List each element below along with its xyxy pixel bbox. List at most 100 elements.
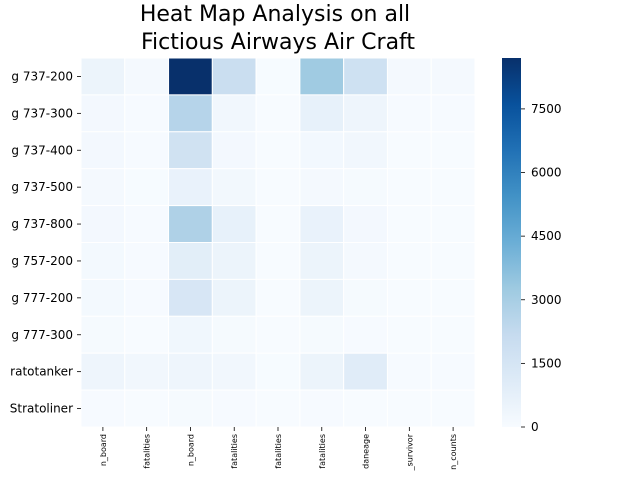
heatmap-cell-r2-c5	[299, 131, 345, 170]
heatmap-cell-r8-c6	[343, 352, 388, 391]
heatmap-cell-r0-c2	[168, 57, 213, 96]
heatmap-cell-r4-c4	[255, 205, 301, 244]
colorbar-ticks: 0 1500 3000 4500 6000 7500	[521, 102, 562, 434]
heatmap-cell-r7-c6	[343, 315, 388, 354]
heatmap-cell-r3-c1	[124, 168, 170, 207]
heatmap-cell-r6-c6	[343, 278, 388, 317]
heatmap-cell-r2-c2	[168, 131, 213, 170]
heatmap-cell-r5-c1	[124, 242, 170, 280]
chart-title-line-1: Heat Map Analysis on all	[140, 2, 410, 27]
heatmap-cell-r8-c3	[211, 352, 257, 391]
heatmap-cell-r3-c6	[343, 168, 388, 207]
row-label: g 737-500	[11, 180, 73, 194]
heatmap-cell-r8-c4	[255, 352, 301, 391]
heatmap-cell-r0-c4	[255, 57, 301, 96]
heatmap-cell-r5-c0	[80, 242, 126, 280]
heatmap-cells	[80, 57, 476, 428]
heatmap-cell-r7-c1	[124, 315, 170, 354]
heatmap-cell-r7-c0	[80, 315, 126, 354]
heatmap-cell-r7-c2	[168, 315, 213, 354]
heatmap-cell-r8-c7	[386, 352, 432, 391]
heatmap-cell-r7-c4	[255, 315, 301, 354]
heatmap-cell-r9-c1	[124, 389, 170, 428]
colorbar-tick-label: 7500	[531, 102, 562, 116]
heatmap-cell-r0-c7	[386, 57, 432, 96]
heatmap-cell-r2-c0	[80, 131, 126, 170]
heatmap-cell-r6-c8	[430, 278, 476, 317]
heatmap-cell-r5-c7	[386, 242, 432, 280]
heatmap-cell-r3-c4	[255, 168, 301, 207]
heatmap-cell-r4-c3	[211, 205, 257, 244]
heatmap-cell-r5-c2	[168, 242, 213, 280]
row-label: g 737-800	[11, 217, 73, 231]
heatmap-cell-r8-c1	[124, 352, 170, 391]
row-label: g 737-400	[11, 143, 73, 157]
column-label: n_board	[99, 434, 108, 466]
heatmap-cell-r7-c5	[299, 315, 345, 354]
column-label: _survivor	[405, 433, 414, 471]
heatmap-cell-r9-c0	[80, 389, 126, 428]
heatmap-cell-r2-c4	[255, 131, 301, 170]
column-label: fatalities	[230, 434, 239, 469]
heatmap-cell-r5-c6	[343, 242, 388, 280]
colorbar	[502, 58, 521, 427]
heatmap-cell-r6-c7	[386, 278, 432, 317]
heatmap-cell-r6-c5	[299, 278, 345, 317]
heatmap-cell-r9-c3	[211, 389, 257, 428]
colorbar-tick-label: 6000	[531, 166, 562, 180]
heatmap-cell-r4-c7	[386, 205, 432, 244]
heatmap-cell-r8-c5	[299, 352, 345, 391]
row-label: Stratoliner	[10, 402, 73, 416]
heatmap-cell-r1-c3	[211, 94, 257, 133]
heatmap-cell-r4-c0	[80, 205, 126, 244]
heatmap-cell-r2-c8	[430, 131, 476, 170]
heatmap-cell-r7-c3	[211, 315, 257, 354]
heatmap-cell-r5-c5	[299, 242, 345, 280]
heatmap-cell-r2-c7	[386, 131, 432, 170]
colorbar-tick-label: 4500	[531, 229, 562, 243]
heatmap-cell-r8-c2	[168, 352, 213, 391]
heatmap-cell-r2-c3	[211, 131, 257, 170]
heatmap-cell-r6-c2	[168, 278, 213, 317]
heatmap-cell-r9-c2	[168, 389, 213, 428]
column-label: fatalities	[318, 434, 327, 469]
heatmap-cell-r8-c8	[430, 352, 476, 391]
heatmap-cell-r7-c8	[430, 315, 476, 354]
heatmap-cell-r1-c5	[299, 94, 345, 133]
heatmap-cell-r4-c1	[124, 205, 170, 244]
heatmap-cell-r0-c5	[299, 57, 345, 96]
colorbar-tick-label: 1500	[531, 356, 562, 370]
heatmap-cell-r1-c2	[168, 94, 213, 133]
heatmap-cell-r0-c3	[211, 57, 257, 96]
heatmap-cell-r4-c8	[430, 205, 476, 244]
column-label: fatalities	[143, 434, 152, 469]
heatmap-cell-r3-c7	[386, 168, 432, 207]
heatmap-cell-r1-c8	[430, 94, 476, 133]
row-labels: g 737-200 g 737-300 g 737-400 g 737-500 g 73…	[10, 69, 81, 416]
column-label: n_board	[186, 434, 195, 466]
heatmap-cell-r6-c0	[80, 278, 126, 317]
heatmap-cell-r2-c1	[124, 131, 170, 170]
heatmap-cell-r1-c4	[255, 94, 301, 133]
heatmap-cell-r6-c4	[255, 278, 301, 317]
row-label: g 777-300	[11, 328, 73, 342]
heatmap-cell-r4-c6	[343, 205, 388, 244]
colorbar-tick-label: 0	[531, 420, 539, 434]
heatmap-cell-r9-c6	[343, 389, 388, 428]
column-label: fatalities	[274, 434, 283, 469]
heatmap-cell-r9-c7	[386, 389, 432, 428]
heatmap-cell-r1-c7	[386, 94, 432, 133]
heatmap-cell-r0-c1	[124, 57, 170, 96]
heatmap-cell-r3-c0	[80, 168, 126, 207]
column-label: daneage	[362, 434, 371, 469]
heatmap-cell-r4-c5	[299, 205, 345, 244]
row-label: g 777-200	[11, 291, 73, 305]
row-label: g 737-200	[11, 69, 73, 83]
column-label: n_counts	[449, 434, 458, 470]
heatmap-cell-r1-c0	[80, 94, 126, 133]
heatmap-cell-r5-c3	[211, 242, 257, 280]
heatmap-cell-r0-c0	[80, 57, 126, 96]
colorbar-tick-label: 3000	[531, 293, 562, 307]
heatmap-cell-r5-c8	[430, 242, 476, 280]
